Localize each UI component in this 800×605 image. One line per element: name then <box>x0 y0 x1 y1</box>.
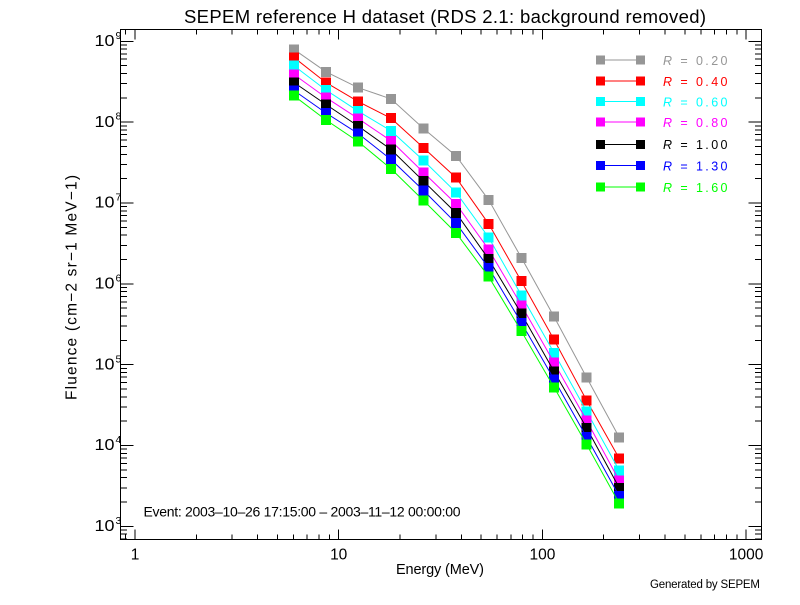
svg-text:10: 10 <box>330 547 348 564</box>
svg-text:SEPEM reference H dataset (RDS: SEPEM reference H dataset (RDS 2.1: back… <box>184 6 706 27</box>
svg-text:3: 3 <box>116 515 122 527</box>
svg-text:5: 5 <box>116 353 122 365</box>
svg-text:10: 10 <box>95 114 115 131</box>
svg-text:Fluence (cm−2 sr−1 MeV−1): Fluence (cm−2 sr−1 MeV−1) <box>64 175 81 400</box>
svg-text:9: 9 <box>116 30 122 42</box>
svg-text:1000: 1000 <box>729 547 764 564</box>
svg-text:6: 6 <box>116 273 122 285</box>
svg-text:10: 10 <box>95 33 115 50</box>
svg-text:10: 10 <box>95 518 115 535</box>
svg-text:8: 8 <box>116 111 122 123</box>
svg-text:Event: 2003–10–26 17:15:00 – 2: Event: 2003–10–26 17:15:00 – 2003–11–12 … <box>144 503 461 519</box>
svg-text:10: 10 <box>95 276 115 293</box>
svg-text:10: 10 <box>95 195 115 212</box>
svg-text:10: 10 <box>95 437 115 454</box>
svg-text:Generated by SEPEM: Generated by SEPEM <box>650 579 760 591</box>
svg-text:7: 7 <box>116 192 122 204</box>
svg-text:4: 4 <box>116 434 122 446</box>
svg-text:100: 100 <box>529 547 555 564</box>
svg-text:Energy (MeV): Energy (MeV) <box>396 562 484 578</box>
svg-text:10: 10 <box>95 356 115 373</box>
svg-text:1: 1 <box>131 547 140 564</box>
